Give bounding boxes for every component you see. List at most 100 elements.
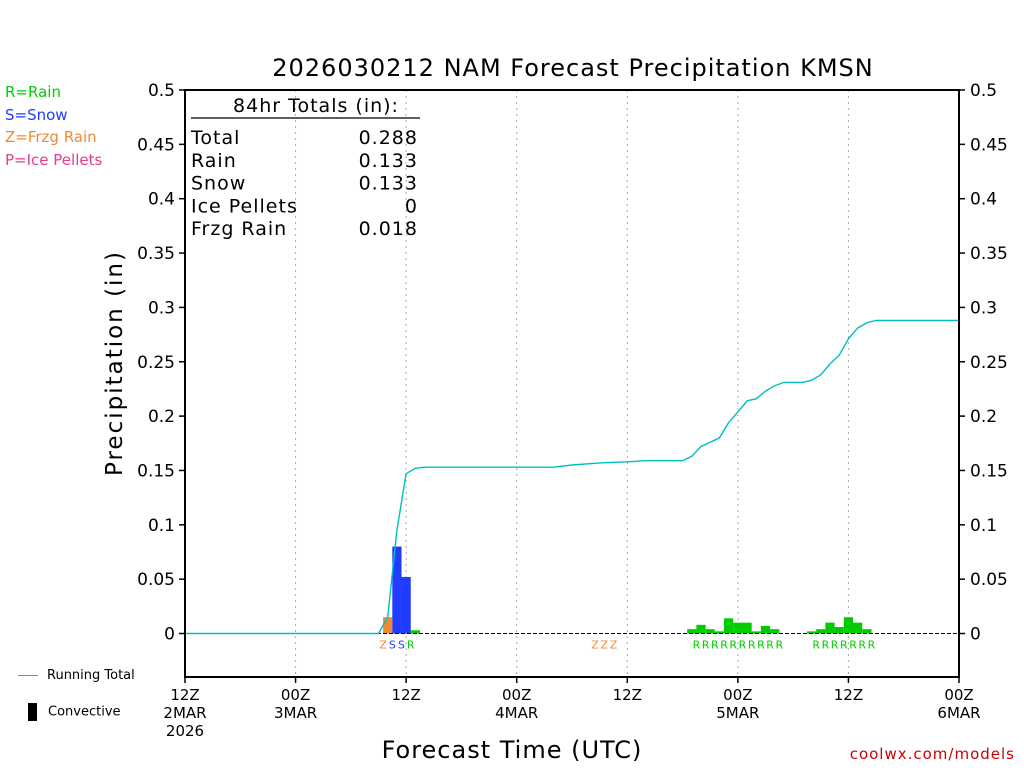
x-tick-label: 3MAR xyxy=(274,704,317,722)
precip-bar xyxy=(862,629,872,634)
x-tick-label: 00Z xyxy=(723,686,752,704)
legend-convective: Convective xyxy=(18,703,121,721)
x-tick-label: 12Z xyxy=(170,686,199,704)
totals-box: 84hr Totals (in): Total 0.288 Rain 0.133 Snow… xyxy=(190,95,420,240)
ptype-letter: Z xyxy=(379,639,387,652)
precip-bar xyxy=(410,630,420,634)
ptype-letter: R xyxy=(748,639,756,652)
y-tick-label-left: 0.2 xyxy=(148,407,175,427)
precip-bar xyxy=(696,624,706,634)
y-tick-label-left: 0 xyxy=(164,625,175,645)
totals-row-label: Snow xyxy=(191,173,246,195)
totals-row-value: 0.133 xyxy=(359,173,418,195)
x-tick-label: 4MAR xyxy=(495,704,538,722)
totals-row-label: Rain xyxy=(191,150,237,172)
y-tick-label-left: 0.25 xyxy=(137,353,175,373)
precip-bar xyxy=(383,617,393,634)
ptype-letter: Z xyxy=(600,639,608,652)
running-total-polyline xyxy=(185,319,959,635)
totals-row-label: Total xyxy=(190,127,240,149)
plot-frame xyxy=(184,89,960,678)
ptype-letter: R xyxy=(720,639,728,652)
chart-title: 2026030212 NAM Forecast Precipitation KM… xyxy=(272,54,874,82)
x-axis-label: Forecast Time (UTC) xyxy=(382,736,643,764)
ptype-letter: R xyxy=(840,639,848,652)
precip-bar xyxy=(705,629,715,634)
y-tick-label-left: 0.5 xyxy=(148,81,175,101)
y-tick-label-right: 0.1 xyxy=(970,516,997,536)
ptype-letter: R xyxy=(407,639,415,652)
ptype-letter: R xyxy=(858,639,866,652)
totals-row-value: 0 xyxy=(405,195,418,217)
convective-swatch xyxy=(28,703,37,721)
precip-bar xyxy=(751,631,761,634)
y-tick-label-right: 0.05 xyxy=(970,570,1008,590)
y-tick-label-left: 0.45 xyxy=(137,135,175,155)
ptype-letter: R xyxy=(693,639,701,652)
ptype-letter: R xyxy=(812,639,820,652)
precip-bar xyxy=(806,631,817,634)
ptype-letter: R xyxy=(775,639,783,652)
legend-ice-pellets: P=Ice Pellets xyxy=(5,150,103,169)
x-tick-label: 12Z xyxy=(613,686,642,704)
ptype-letter: Z xyxy=(591,639,599,652)
x-tick-label: 00Z xyxy=(944,686,973,704)
ptype-letter: R xyxy=(711,639,719,652)
legend-frzg-rain: Z=Frzg Rain xyxy=(5,128,97,146)
y-tick-label-right: 0 xyxy=(970,625,981,645)
totals-row-value: 0.018 xyxy=(359,218,418,240)
y-tick-label-right: 0.35 xyxy=(970,244,1008,264)
ptype-letter: Z xyxy=(610,639,618,652)
y-tick-label-right: 0.5 xyxy=(970,81,997,101)
ptype-letter: S xyxy=(398,639,405,652)
totals-row-value: 0.133 xyxy=(359,150,418,172)
ptype-letter: S xyxy=(389,639,396,652)
precip-bar xyxy=(816,629,826,634)
y-tick-label-left: 0.15 xyxy=(137,461,175,481)
precip-bar xyxy=(853,622,863,634)
x-tick-label: 00Z xyxy=(502,686,531,704)
precip-bar xyxy=(760,625,771,634)
running-total-label: Running Total xyxy=(47,668,135,683)
x-tick-label: 6MAR xyxy=(937,704,980,722)
y-axis-label: Precipitation (in) xyxy=(102,250,128,476)
legend-running-total: Running Total xyxy=(18,668,135,683)
totals-row-label: Ice Pellets xyxy=(191,195,298,217)
y-tick-label-right: 0.25 xyxy=(970,353,1008,373)
grid-lines xyxy=(295,90,849,677)
y-tick-label-right: 0.3 xyxy=(970,298,997,318)
y-tick-label-right: 0.15 xyxy=(970,461,1008,481)
precip-bar xyxy=(843,617,854,634)
ptype-letter: R xyxy=(739,639,747,652)
convective-label: Convective xyxy=(48,704,121,720)
plot-border xyxy=(184,89,960,678)
x-tick-label: 12Z xyxy=(391,686,420,704)
x-tick-label: 2MAR xyxy=(163,704,206,722)
precip-bar xyxy=(714,631,725,634)
precip-bar xyxy=(825,622,835,634)
y-tick-label-right: 0.4 xyxy=(970,190,997,210)
precip-bar xyxy=(733,622,743,634)
ptype-legend: R=Rain S=Snow Z=Frzg Rain P=Ice Pellets xyxy=(5,81,102,171)
y-tick-label-left: 0.3 xyxy=(148,298,175,318)
precip-bars xyxy=(383,546,872,634)
y-ticks-right: 0 0.05 0.1 0.15 0.2 0.25 0.3 0.35 0.4 0.45 0.5 xyxy=(959,81,1008,645)
ptype-letter: R xyxy=(822,639,830,652)
ptype-letter: R xyxy=(702,639,710,652)
ptype-letter: R xyxy=(831,639,839,652)
y-tick-label-left: 0.4 xyxy=(148,190,175,210)
precip-bar xyxy=(724,618,734,634)
y-tick-label-left: 0.35 xyxy=(137,244,175,264)
x-tick-label: 2026 xyxy=(166,722,204,740)
totals-header: 84hr Totals (in): xyxy=(233,95,399,117)
precip-bar xyxy=(392,546,402,634)
credit-text: coolwx.com/models xyxy=(849,745,1015,763)
precip-bar xyxy=(742,622,752,634)
x-tick-label: 00Z xyxy=(281,686,310,704)
ptype-letter: R xyxy=(849,639,857,652)
ptype-letter: R xyxy=(766,639,774,652)
y-tick-label-left: 0.1 xyxy=(148,516,175,536)
